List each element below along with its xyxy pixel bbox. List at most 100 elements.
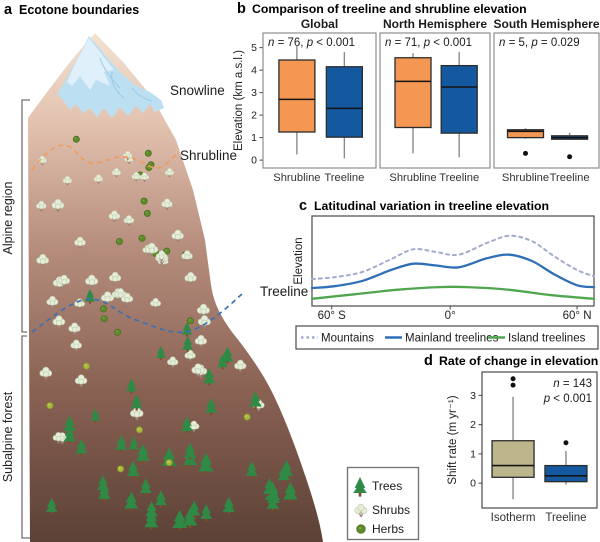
herb-icon [117, 465, 125, 473]
herb-icon [72, 135, 80, 143]
shrubline-dashed-line [31, 144, 177, 171]
herb-icon [356, 524, 366, 534]
tree-icon [172, 509, 188, 531]
shrub-icon [52, 432, 64, 444]
tree-icon [126, 460, 140, 479]
tree-icon [115, 435, 128, 452]
shrub-icon [108, 210, 121, 223]
shrub-icon [36, 253, 50, 268]
svg-text:North Hemisphere: North Hemisphere [383, 17, 487, 31]
shrub-icon [191, 363, 205, 377]
shrub-icon [184, 349, 196, 362]
subalpine-forest-label: Subalpine forest [1, 391, 15, 482]
legend-trees-label: Trees [372, 479, 402, 493]
tree-icon [180, 416, 193, 434]
panel-d-letter: d [424, 353, 433, 369]
tree-icon [283, 481, 298, 503]
svg-text:n = 143: n = 143 [553, 378, 592, 390]
herb-icon [144, 149, 152, 157]
svg-text:Isotherm: Isotherm [491, 512, 536, 524]
shrub-icon [123, 215, 135, 226]
panel-a-ecotone-illustration: a Ecotone boundaries Alpine region Subal… [1, 2, 420, 542]
panel-a-letter: a [4, 2, 13, 18]
tree-icon [63, 427, 76, 444]
tree-icon [128, 436, 139, 452]
shrub-icon [93, 174, 104, 184]
shrub-icon [39, 366, 53, 380]
legend-shrubs-label: Shrubs [372, 503, 410, 517]
herb-icon [143, 209, 151, 217]
svg-text:South Hemisphere: South Hemisphere [493, 17, 599, 31]
tree-icon [249, 391, 262, 409]
svg-text:Treeline: Treeline [545, 512, 586, 524]
svg-text:p < 0.001: p < 0.001 [543, 393, 592, 405]
tree-icon [124, 491, 139, 511]
tree-icon [184, 442, 197, 460]
shrub-icon [150, 297, 161, 310]
shrub-icon [181, 250, 193, 263]
shrub-icon [52, 315, 66, 329]
shrub-icon [139, 172, 150, 182]
tree-icon [136, 443, 150, 464]
shrub-icon [62, 175, 72, 186]
svg-text:Shrubline: Shrubline [273, 172, 320, 184]
shrub-icon [354, 503, 368, 518]
tree-icon [200, 504, 213, 522]
herb-icon [114, 328, 122, 336]
shrub-icon [155, 250, 168, 262]
svg-text:60° N: 60° N [563, 310, 592, 322]
shrub-icon [121, 292, 134, 306]
svg-text:Mainland treelines: Mainland treelines [405, 333, 499, 345]
svg-text:1: 1 [470, 448, 476, 460]
tree-icon [98, 483, 111, 502]
shrub-icon [74, 374, 88, 388]
svg-text:Treeline: Treeline [324, 172, 364, 184]
tree-icon [182, 336, 194, 352]
svg-text:4: 4 [251, 65, 257, 77]
herb-icon [100, 305, 108, 313]
shrub-icon [109, 271, 122, 285]
svg-text:0: 0 [470, 478, 476, 490]
alpine-region-label: Alpine region [1, 181, 15, 254]
panel-a-title: Ecotone boundaries [19, 3, 139, 17]
tree-icon [217, 354, 228, 370]
svg-text:n = 5, p = 0.029: n = 5, p = 0.029 [499, 37, 580, 49]
legend-herbs-label: Herbs [372, 522, 404, 536]
tree-icon [154, 490, 167, 508]
tree-icon [90, 408, 101, 423]
tree-icon [188, 500, 201, 518]
svg-text:n = 76, p < 0.001: n = 76, p < 0.001 [268, 37, 355, 49]
shrub-icon [111, 167, 122, 178]
tree-icon [198, 452, 214, 474]
shrub-icon [36, 200, 47, 212]
svg-text:2: 2 [470, 419, 476, 431]
vegetation-legend: Trees Shrubs Herbs [346, 466, 420, 541]
panel-b-letter: b [237, 1, 246, 17]
shrub-icon [51, 198, 65, 213]
svg-text:3: 3 [251, 87, 257, 99]
shrub-icon [161, 198, 173, 211]
tree-icon [205, 398, 218, 415]
panel-d-title: Rate of change in elevation [439, 354, 598, 368]
tree-icon [126, 378, 137, 394]
svg-text:Island treelines: Island treelines [508, 333, 586, 345]
shrub-icon [184, 271, 197, 285]
tree-icon [75, 439, 88, 456]
shrub-icon [145, 242, 159, 257]
svg-text:Elevation: Elevation [293, 237, 305, 284]
svg-text:Treeline: Treeline [550, 172, 590, 184]
shrub-icon [70, 339, 82, 352]
tree-icon [130, 394, 143, 411]
shrub-icon [196, 303, 210, 318]
shrub-icon [100, 291, 114, 305]
svg-text:2: 2 [251, 110, 257, 122]
snow-cap-icon [57, 36, 164, 118]
tree-icon [181, 322, 193, 337]
shrub-icon [74, 236, 86, 249]
tree-icon [266, 493, 280, 512]
herb-icon [243, 413, 251, 421]
shrubline-label: Shrubline [180, 148, 237, 163]
svg-text:n = 71, p < 0.001: n = 71, p < 0.001 [385, 37, 472, 49]
svg-text:0°: 0° [445, 310, 456, 322]
shrub-icon [164, 167, 175, 178]
